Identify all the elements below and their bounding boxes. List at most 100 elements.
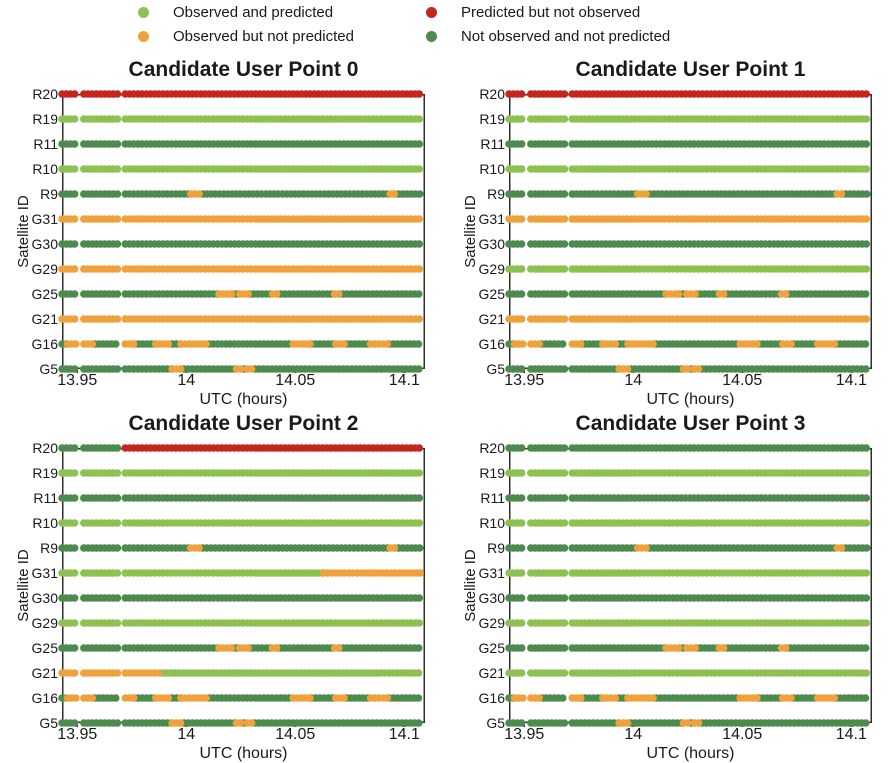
y-tick-label-g25: G25 — [478, 286, 505, 302]
legend-item-not-observed-and-not-predicted: Not observed and not predicted — [425, 28, 671, 45]
y-tick-label-g25: G25 — [31, 640, 58, 656]
legend-dot-not-observed-and-not-predicted-icon — [425, 31, 437, 42]
y-tick-label-g5: G5 — [486, 715, 505, 731]
y-tick-label-g31: G31 — [478, 211, 505, 227]
y-tick-label-g29: G29 — [478, 615, 505, 631]
plot-canvas — [58, 90, 426, 373]
x-tick-label: 13.95 — [57, 372, 98, 389]
y-tick-label-r11: R11 — [33, 490, 58, 506]
x-axis-title: UTC (hours) — [646, 745, 735, 762]
y-tick-label-g30: G30 — [31, 590, 58, 606]
y-tick-label-g5: G5 — [39, 715, 58, 731]
x-tick-label: 14.1 — [835, 726, 867, 743]
x-tick-label: 14 — [177, 726, 196, 743]
legend: Observed and predicted Observed but not … — [138, 4, 670, 45]
plot-frame — [62, 94, 425, 369]
legend-dot-observed-but-not-predicted-icon — [138, 31, 149, 42]
chart-title: Candidate User Point 0 — [128, 58, 359, 81]
chart-candidate-user-point-3: Candidate User Point 3 Satellite ID UTC … — [447, 410, 893, 762]
x-axis-title: UTC (hours) — [646, 391, 735, 408]
y-tick-label-r19: R19 — [32, 111, 58, 127]
y-tick-label-r11: R11 — [33, 136, 58, 152]
x-tick-label: 14.05 — [722, 726, 763, 743]
plot-area — [58, 90, 426, 373]
x-tick-label: 14 — [177, 372, 196, 389]
chart-title: Candidate User Point 1 — [575, 58, 806, 81]
y-tick-label-g25: G25 — [478, 640, 505, 656]
y-tick-label-r20: R20 — [32, 440, 58, 456]
x-tick-label: 14.05 — [275, 372, 316, 389]
y-tick-label-r10: R10 — [479, 515, 505, 531]
x-tick-label: 13.95 — [504, 726, 545, 743]
legend-item-observed-and-predicted: Observed and predicted — [138, 4, 354, 21]
chart-title: Candidate User Point 2 — [128, 412, 359, 435]
plot-canvas — [505, 90, 873, 373]
legend-dot-observed-and-predicted-icon — [138, 7, 149, 18]
y-tick-label-g29: G29 — [31, 261, 58, 277]
y-tick-label-r20: R20 — [479, 440, 505, 456]
y-tick-label-g5: G5 — [39, 361, 58, 377]
y-tick-label-r10: R10 — [32, 515, 58, 531]
chart-title: Candidate User Point 3 — [575, 412, 806, 435]
y-tick-label-g21: G21 — [31, 311, 58, 327]
plot-canvas — [505, 444, 873, 727]
y-tick-label-g31: G31 — [31, 565, 58, 581]
x-tick-label: 14.1 — [388, 372, 420, 389]
y-tick-label-g21: G21 — [478, 665, 505, 681]
y-tick-label-g30: G30 — [478, 590, 505, 606]
x-tick-label: 13.95 — [57, 726, 98, 743]
legend-label: Not observed and not predicted — [460, 28, 671, 45]
plot-canvas — [58, 444, 426, 727]
y-tick-label-r10: R10 — [32, 161, 58, 177]
y-tick-label-r11: R11 — [480, 136, 505, 152]
legend-item-predicted-but-not-observed: Predicted but not observed — [425, 4, 670, 21]
chart-candidate-user-point-0: Candidate User Point 0 Satellite ID UTC … — [0, 56, 446, 408]
plot-area — [505, 444, 873, 727]
x-tick-label: 14.05 — [275, 726, 316, 743]
x-tick-label: 14 — [624, 726, 643, 743]
y-tick-label-r9: R9 — [487, 540, 505, 556]
y-tick-label-g25: G25 — [31, 286, 58, 302]
y-tick-label-r10: R10 — [479, 161, 505, 177]
legend-label: Observed and predicted — [173, 4, 334, 21]
y-tick-label-r11: R11 — [480, 490, 505, 506]
legend-label: Observed but not predicted — [173, 28, 354, 45]
y-tick-label-r19: R19 — [32, 465, 58, 481]
legend-item-observed-but-not-predicted: Observed but not predicted — [138, 28, 354, 45]
x-tick-label: 14.1 — [835, 372, 867, 389]
chart-candidate-user-point-2: Candidate User Point 2 Satellite ID UTC … — [0, 410, 446, 762]
plot-frame — [509, 94, 872, 369]
plot-area — [58, 444, 426, 727]
y-tick-label-r19: R19 — [479, 465, 505, 481]
x-axis-title: UTC (hours) — [199, 391, 288, 408]
plot-area — [505, 90, 873, 373]
x-tick-label: 14 — [624, 372, 643, 389]
y-tick-label-r19: R19 — [479, 111, 505, 127]
y-tick-label-g29: G29 — [31, 615, 58, 631]
y-tick-label-g31: G31 — [31, 211, 58, 227]
x-axis-title: UTC (hours) — [199, 745, 288, 762]
y-tick-label-g5: G5 — [486, 361, 505, 377]
y-tick-label-g30: G30 — [31, 236, 58, 252]
y-tick-label-g16: G16 — [478, 336, 505, 352]
y-tick-label-g21: G21 — [478, 311, 505, 327]
y-tick-label-g16: G16 — [31, 336, 58, 352]
plot-frame — [509, 448, 872, 723]
y-tick-label-r20: R20 — [32, 86, 58, 102]
x-tick-label: 13.95 — [504, 372, 545, 389]
chart-candidate-user-point-1: Candidate User Point 1 Satellite ID UTC … — [447, 56, 893, 408]
legend-label: Predicted but not observed — [460, 4, 641, 21]
legend-dot-predicted-but-not-observed-icon — [425, 7, 437, 18]
y-tick-label-g31: G31 — [478, 565, 505, 581]
x-tick-label: 14.05 — [722, 372, 763, 389]
y-tick-label-g16: G16 — [478, 690, 505, 706]
y-tick-label-r9: R9 — [40, 186, 58, 202]
x-tick-label: 14.1 — [388, 726, 420, 743]
y-tick-label-g29: G29 — [478, 261, 505, 277]
y-tick-label-g30: G30 — [478, 236, 505, 252]
y-tick-label-g16: G16 — [31, 690, 58, 706]
y-tick-label-g21: G21 — [31, 665, 58, 681]
y-tick-label-r20: R20 — [479, 86, 505, 102]
y-tick-label-r9: R9 — [487, 186, 505, 202]
